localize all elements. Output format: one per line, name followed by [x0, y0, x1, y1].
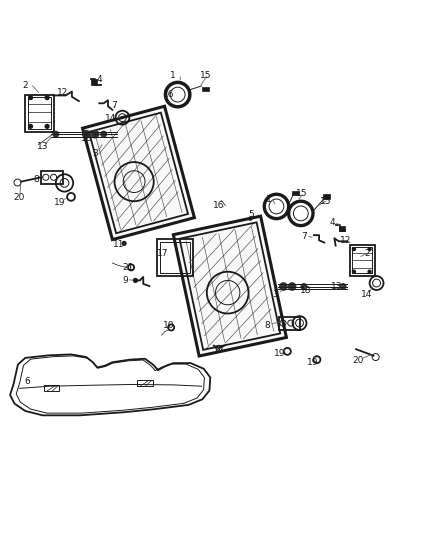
- Text: 15: 15: [200, 70, 212, 79]
- Text: 20: 20: [353, 356, 364, 365]
- Circle shape: [52, 131, 59, 138]
- Polygon shape: [173, 216, 286, 356]
- Text: 19: 19: [274, 349, 286, 358]
- Bar: [28, 97, 51, 129]
- Bar: [323, 194, 330, 199]
- Text: 7: 7: [301, 232, 307, 241]
- Circle shape: [45, 95, 49, 100]
- Text: 18: 18: [300, 286, 312, 295]
- Circle shape: [121, 241, 127, 246]
- Text: 8: 8: [264, 321, 270, 330]
- Circle shape: [367, 247, 372, 251]
- Circle shape: [367, 270, 372, 274]
- Text: 4: 4: [96, 75, 102, 84]
- Text: 15: 15: [320, 197, 332, 206]
- Text: 8: 8: [33, 175, 39, 184]
- Circle shape: [100, 131, 107, 138]
- Text: 17: 17: [157, 249, 168, 258]
- Bar: [91, 79, 97, 85]
- Text: 20: 20: [13, 193, 25, 202]
- Circle shape: [82, 130, 91, 139]
- Text: 6: 6: [25, 377, 30, 386]
- Text: 16: 16: [163, 90, 175, 99]
- Circle shape: [133, 278, 138, 283]
- Text: 2: 2: [364, 249, 370, 258]
- Text: 18: 18: [81, 134, 92, 143]
- Bar: [201, 87, 209, 91]
- Text: 1: 1: [170, 70, 176, 79]
- Text: 9: 9: [123, 276, 128, 285]
- Polygon shape: [83, 106, 194, 240]
- Circle shape: [279, 282, 288, 291]
- Bar: [42, 171, 63, 184]
- Text: 12: 12: [57, 88, 68, 97]
- Circle shape: [28, 95, 33, 100]
- Text: 7: 7: [112, 101, 117, 110]
- Bar: [352, 247, 372, 273]
- Text: 10: 10: [163, 321, 175, 330]
- Text: 21: 21: [122, 263, 133, 272]
- Text: 13: 13: [331, 282, 342, 292]
- Text: 12: 12: [339, 236, 351, 245]
- Circle shape: [288, 282, 297, 291]
- Text: 11: 11: [113, 240, 125, 249]
- Bar: [137, 380, 153, 386]
- Bar: [25, 94, 53, 132]
- Text: 9: 9: [214, 345, 220, 354]
- Text: 19: 19: [307, 358, 318, 367]
- Text: 4: 4: [329, 219, 335, 228]
- Text: 16: 16: [213, 201, 225, 210]
- Circle shape: [300, 283, 307, 290]
- Text: 15: 15: [296, 189, 307, 198]
- Text: 13: 13: [37, 142, 49, 151]
- Bar: [160, 241, 190, 273]
- Circle shape: [248, 216, 253, 221]
- Circle shape: [352, 247, 356, 251]
- Bar: [157, 239, 193, 276]
- Circle shape: [339, 283, 346, 290]
- Text: 14: 14: [361, 290, 373, 300]
- Bar: [279, 317, 300, 329]
- Bar: [339, 227, 345, 231]
- Circle shape: [45, 124, 49, 129]
- Text: 3: 3: [92, 149, 98, 158]
- Bar: [350, 245, 375, 276]
- Circle shape: [91, 130, 99, 139]
- Bar: [292, 191, 299, 195]
- Text: 14: 14: [105, 114, 116, 123]
- Text: 5: 5: [249, 210, 254, 219]
- Bar: [44, 385, 59, 391]
- Circle shape: [352, 270, 356, 274]
- Text: 1: 1: [266, 195, 272, 204]
- Text: 3: 3: [273, 290, 279, 300]
- Circle shape: [28, 124, 33, 129]
- Text: 2: 2: [22, 82, 28, 91]
- Text: 19: 19: [54, 198, 66, 207]
